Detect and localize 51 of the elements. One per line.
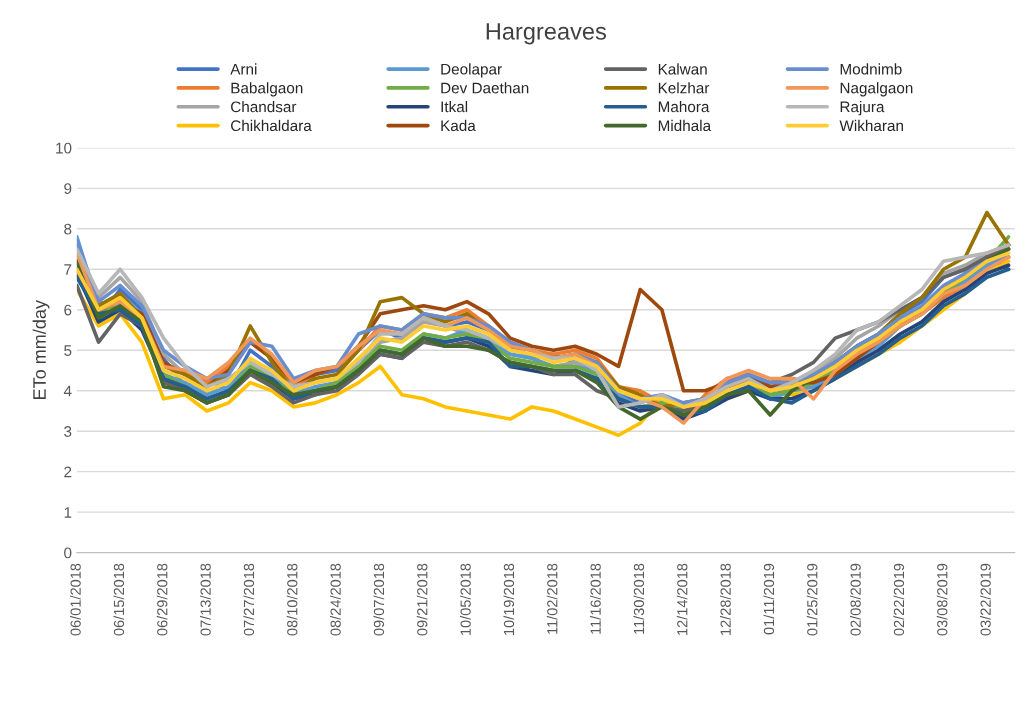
x-tick-label: 02/08/2019	[850, 563, 861, 636]
legend-label: Arni	[230, 63, 257, 75]
x-tick-label: 07/27/2018	[243, 563, 255, 636]
x-tick-label: 11/02/2018	[546, 563, 558, 634]
chart-title: Hargreaves	[486, 23, 606, 45]
x-tick-label: 01/25/2019	[806, 563, 818, 636]
y-tick-label: 9	[64, 183, 72, 195]
legend-label: Mahora	[658, 101, 710, 113]
x-tick-label: 09/21/2018	[416, 563, 428, 636]
y-tick-label: 10	[56, 142, 72, 154]
y-tick-label: 6	[64, 304, 72, 316]
legend-label: Rajura	[840, 101, 885, 116]
x-tick-label: 03/22/2019	[980, 563, 991, 636]
x-tick-label: 06/29/2018	[156, 563, 168, 636]
x-tick-label: 11/30/2018	[633, 563, 645, 634]
x-tick-label: 11/16/2018	[590, 563, 601, 634]
y-tick-label: 4	[63, 385, 72, 397]
legend-label: Chandsar	[231, 101, 297, 113]
legend-label: Itkal	[441, 101, 468, 113]
legend-label: Wikharan	[839, 119, 903, 132]
legend-label: Kalwan	[658, 63, 707, 75]
y-tick-label: 3	[64, 426, 72, 437]
y-tick-label: 0	[64, 547, 72, 559]
legend-label: Deolapar	[441, 63, 502, 78]
y-tick-label: 1	[64, 507, 72, 518]
y-tick-label: 2	[64, 466, 72, 478]
legend-label: Babalgaon	[231, 82, 303, 97]
x-tick-label: 06/15/2018	[113, 563, 125, 636]
x-tick-label: 09/07/2018	[373, 563, 385, 636]
x-tick-label: 06/01/2018	[70, 563, 81, 636]
y-tick-label: 7	[64, 264, 72, 275]
y-tick-label: 5	[64, 345, 72, 356]
x-tick-label: 08/10/2018	[286, 563, 298, 636]
legend-label: Kelzhar	[658, 82, 710, 94]
y-axis-title: ETo mm/day	[32, 300, 50, 399]
x-tick-label: 02/22/2019	[893, 563, 905, 636]
x-tick-label: 12/14/2018	[676, 563, 688, 635]
legend-label: Midhala	[658, 119, 712, 132]
legend-label: Dev Daethan	[441, 82, 529, 94]
x-tick-label: 10/05/2018	[460, 563, 471, 635]
y-tick-label: 8	[64, 223, 72, 235]
x-tick-label: 12/28/2018	[720, 563, 731, 635]
legend-label: Nagalgaon	[840, 82, 913, 97]
x-tick-label: 03/08/2019	[936, 563, 948, 636]
x-tick-label: 10/19/2018	[503, 563, 515, 635]
x-tick-label: 08/24/2018	[330, 563, 341, 636]
x-tick-label: 07/13/2018	[200, 563, 211, 636]
legend-label: Chikhaldara	[231, 119, 312, 132]
legend-label: Kada	[441, 119, 476, 132]
x-tick-label: 01/11/2019	[763, 563, 775, 635]
legend-label: Modnimb	[840, 63, 902, 75]
